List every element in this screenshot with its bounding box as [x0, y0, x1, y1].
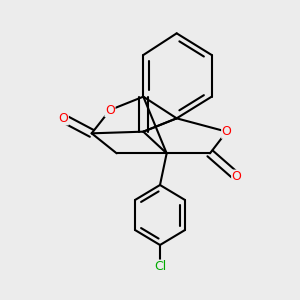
Text: Cl: Cl: [154, 260, 166, 273]
Text: O: O: [222, 125, 232, 138]
Text: O: O: [105, 103, 115, 116]
Text: O: O: [58, 112, 68, 125]
Text: O: O: [232, 170, 242, 183]
